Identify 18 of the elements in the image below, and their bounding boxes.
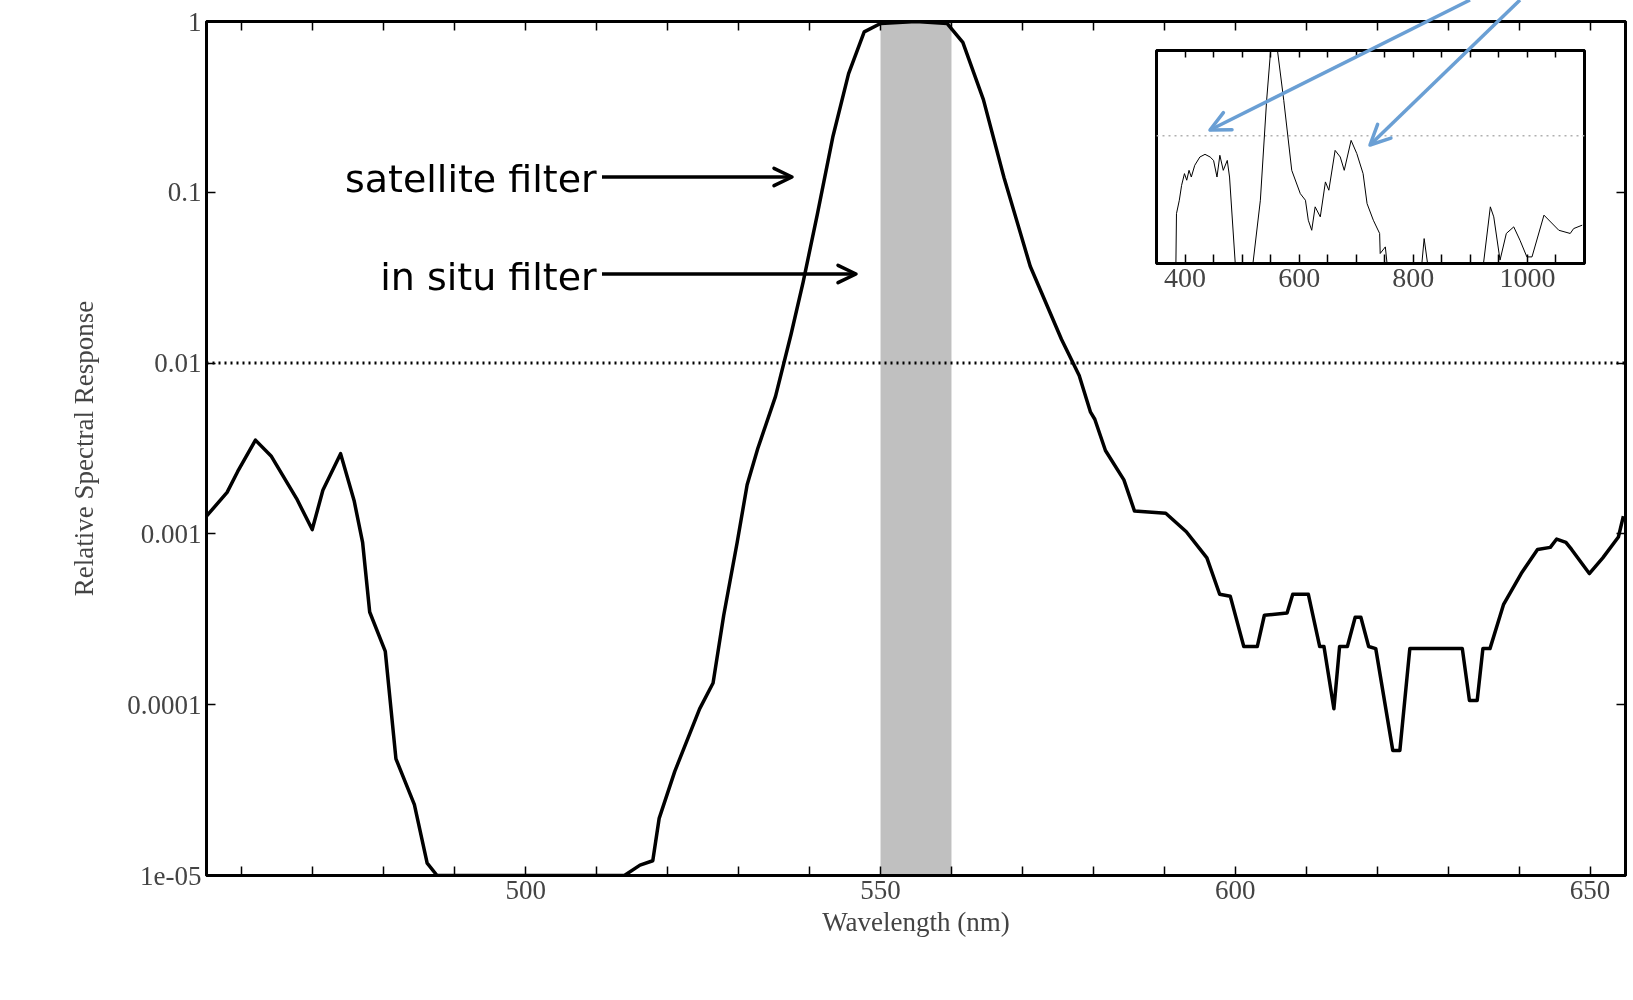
x-tick-label: 600 — [1215, 874, 1256, 905]
y-tick-label: 0.001 — [140, 518, 202, 549]
x-tick-label: 800 — [1392, 261, 1435, 293]
y-tick-label: 1e-05 — [140, 860, 202, 891]
x-tick-label: 500 — [505, 874, 547, 905]
y-tick-label: 0.1 — [167, 177, 202, 208]
y-tick-label: 1 — [188, 6, 202, 37]
x-axis-title: Wavelength (nm) — [822, 906, 1010, 937]
annotation: satellite filter — [344, 156, 598, 201]
x-tick-label: 1000 — [1499, 261, 1556, 293]
annotation: in situ filter — [380, 254, 598, 299]
x-tick-label: 550 — [860, 874, 901, 905]
y-axis-title: Relative Spectral Response — [69, 300, 100, 597]
y-tick-label: 0.01 — [154, 348, 202, 379]
x-tick-label: 650 — [1569, 874, 1611, 905]
x-tick-label: 400 — [1164, 261, 1207, 293]
x-tick-label: 600 — [1278, 261, 1321, 293]
y-tick-label: 0.0001 — [127, 689, 202, 720]
